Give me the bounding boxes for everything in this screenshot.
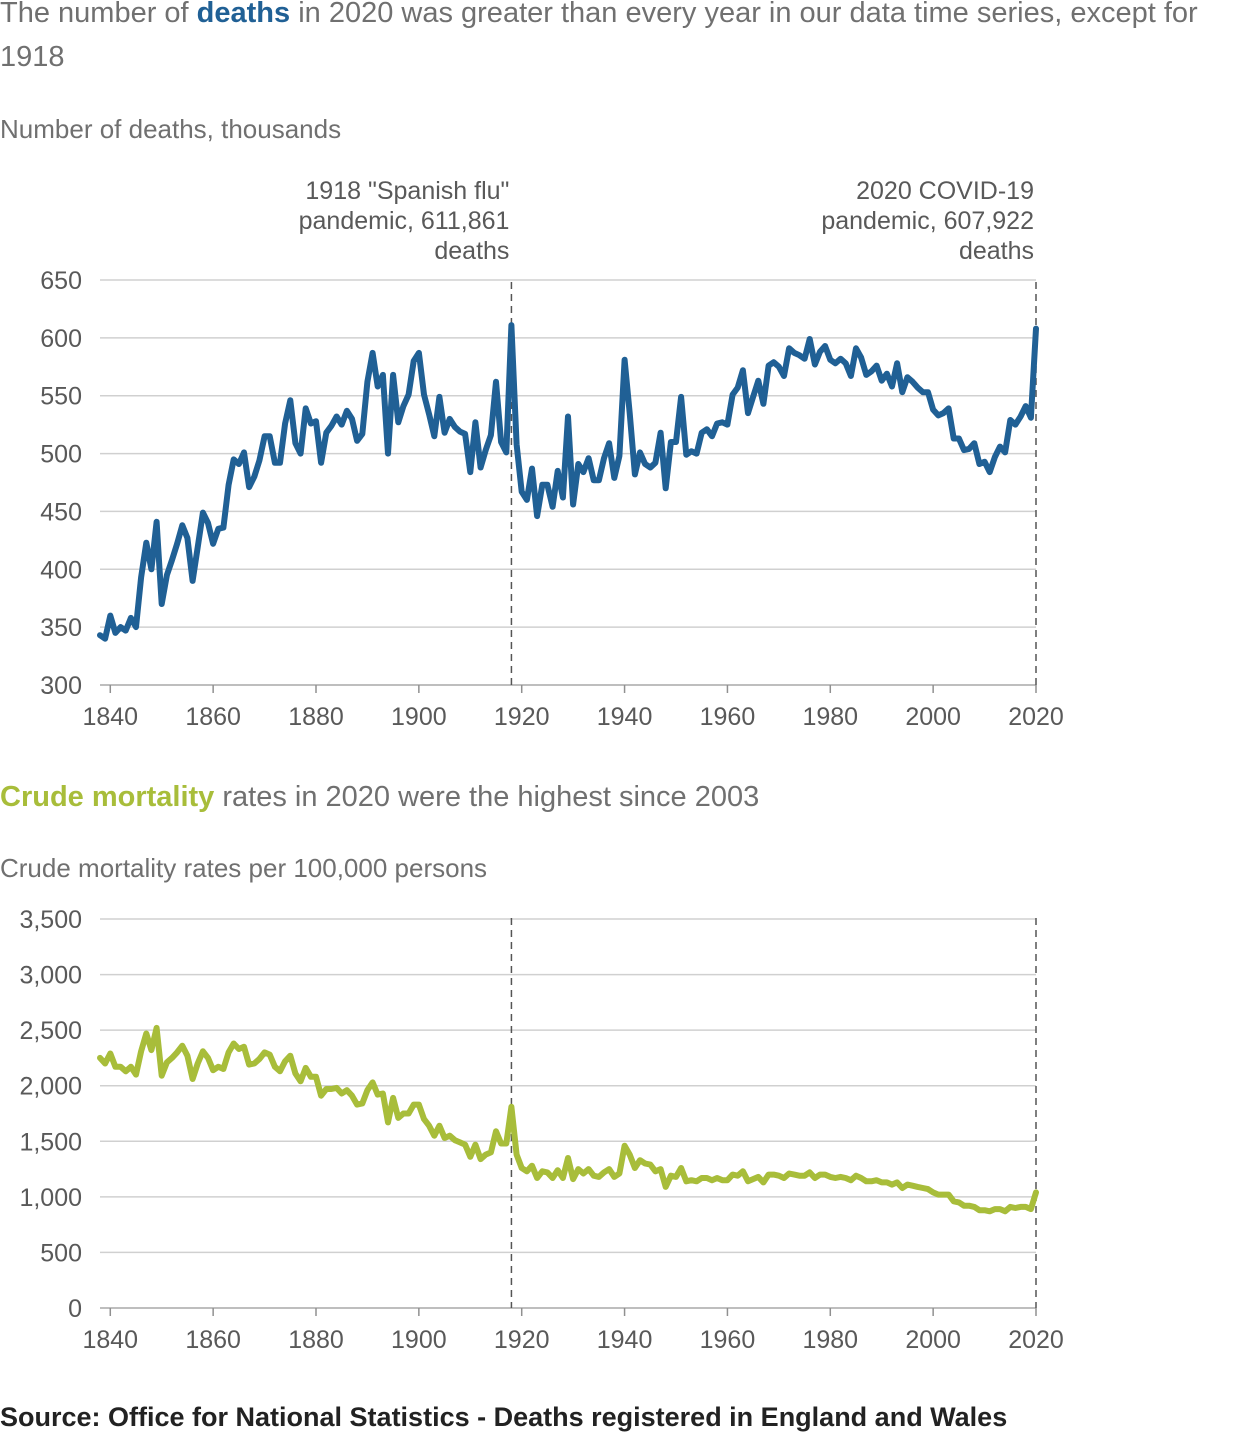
x-tick-label: 2020 xyxy=(1008,1326,1064,1354)
x-tick-label: 1900 xyxy=(391,703,447,731)
x-tick-label: 2000 xyxy=(905,703,961,731)
chart1-title-highlight: deaths xyxy=(196,0,291,29)
x-tick-label: 1840 xyxy=(82,703,138,731)
y-tick-label: 500 xyxy=(40,1239,82,1267)
x-tick-label: 1880 xyxy=(288,703,344,731)
chart2-subtitle: Crude mortality rates per 100,000 person… xyxy=(0,853,488,883)
chart1-title: The number of deaths in 2020 was greater… xyxy=(0,0,1200,79)
y-tick-label: 650 xyxy=(40,267,82,295)
x-tick-label: 1980 xyxy=(802,703,858,731)
x-tick-label: 2020 xyxy=(1008,703,1064,731)
x-tick-label: 1960 xyxy=(700,703,756,731)
y-tick-label: 3,000 xyxy=(19,962,82,990)
chart2-title: Crude mortality rates in 2020 were the h… xyxy=(0,781,760,813)
source-note: Source: Office for National Statistics -… xyxy=(0,1402,1008,1432)
x-tick-label: 1920 xyxy=(494,703,550,731)
y-tick-label: 500 xyxy=(40,441,82,469)
y-tick-label: 2,500 xyxy=(19,1017,82,1045)
x-tick-label: 1900 xyxy=(391,1326,447,1354)
y-tick-label: 0 xyxy=(68,1295,82,1323)
x-tick-label: 1920 xyxy=(494,1326,550,1354)
annotation-1918-line: deaths xyxy=(434,237,509,265)
y-tick-label: 350 xyxy=(40,614,82,642)
x-tick-label: 1940 xyxy=(597,1326,653,1354)
series-line xyxy=(97,322,1039,642)
x-tick-label: 1980 xyxy=(802,1326,858,1354)
x-tick-label: 1880 xyxy=(288,1326,344,1354)
chart2-title-highlight: Crude mortality xyxy=(0,781,215,813)
y-tick-label: 400 xyxy=(40,556,82,584)
annotation-1918-line: 1918 "Spanish flu" xyxy=(305,177,509,205)
x-tick-label: 1840 xyxy=(82,1326,138,1354)
deaths-chart: 300 350 400 450 500 550 600 650 1840 1860 1880 1900… xyxy=(40,177,1064,731)
y-tick-label: 1,500 xyxy=(19,1128,82,1156)
y-tick-label: 3,500 xyxy=(19,906,82,934)
x-tick-label: 2000 xyxy=(905,1326,961,1354)
series-line xyxy=(97,1024,1039,1215)
annotation-2020-line: deaths xyxy=(959,237,1034,265)
x-tick-label: 1860 xyxy=(185,703,241,731)
mortality-chart: 0 500 1,000 1,500 2,000 2,500 3,000 3,500 1840 18… xyxy=(19,906,1064,1354)
y-tick-label: 300 xyxy=(40,672,82,700)
y-tick-label: 1,000 xyxy=(19,1184,82,1212)
annotation-2020-line: pandemic, 607,922 xyxy=(821,207,1034,235)
x-tick-label: 1860 xyxy=(185,1326,241,1354)
y-tick-label: 450 xyxy=(40,498,82,526)
annotation-2020-line: 2020 COVID-19 xyxy=(856,177,1034,205)
y-tick-label: 600 xyxy=(40,325,82,353)
x-tick-label: 1960 xyxy=(700,1326,756,1354)
y-tick-label: 550 xyxy=(40,383,82,411)
x-tick-label: 1940 xyxy=(597,703,653,731)
annotation-1918-line: pandemic, 611,861 xyxy=(299,207,510,235)
y-tick-label: 2,000 xyxy=(19,1073,82,1101)
chart1-subtitle: Number of deaths, thousands xyxy=(0,114,342,144)
